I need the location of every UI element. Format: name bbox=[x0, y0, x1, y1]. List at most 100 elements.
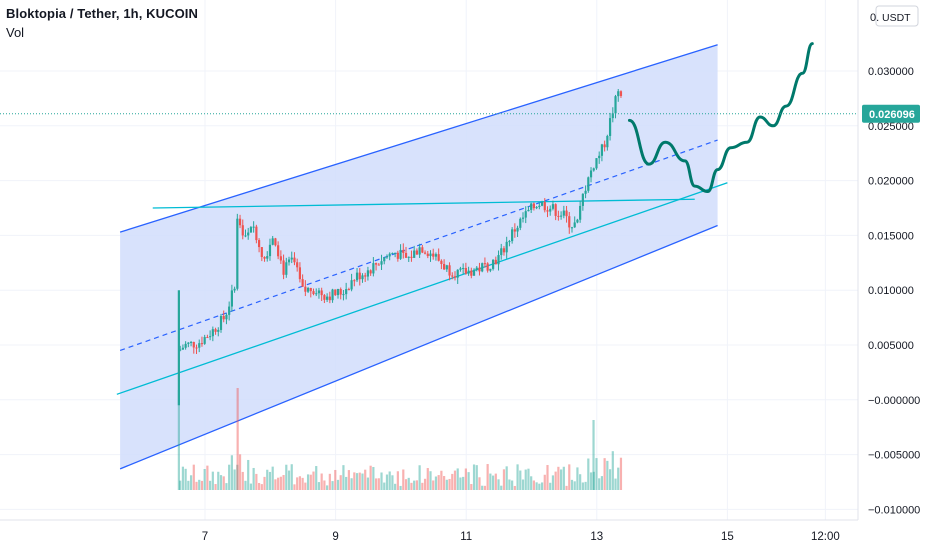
volume-bar bbox=[184, 468, 187, 490]
candle-body bbox=[554, 204, 557, 216]
candle-body bbox=[434, 254, 438, 257]
channel-lower-line[interactable] bbox=[119, 224, 718, 470]
volume-bar bbox=[573, 481, 576, 490]
price-axis[interactable]: 0.030000 0.025000 0.020000 0.015000 0.010000… bbox=[857, 0, 920, 520]
volume-bar bbox=[301, 477, 304, 490]
time-axis[interactable]: 7 9 11 13 15 12:00 bbox=[0, 519, 858, 543]
candle-body bbox=[241, 225, 244, 236]
candle-body bbox=[331, 289, 334, 301]
volume-bar bbox=[266, 469, 269, 490]
candle-body bbox=[606, 135, 609, 148]
volume-bar bbox=[385, 474, 389, 490]
volume-bar bbox=[394, 483, 397, 490]
candle-body bbox=[423, 252, 427, 254]
volume-bar bbox=[500, 485, 503, 490]
candle-body bbox=[546, 210, 549, 212]
candle-body bbox=[481, 263, 484, 272]
candle-body bbox=[222, 316, 225, 320]
candle-body bbox=[214, 329, 217, 332]
volume-bar bbox=[211, 471, 214, 490]
candle-body bbox=[598, 155, 601, 159]
channel-median-line[interactable] bbox=[119, 139, 718, 352]
candle-body bbox=[271, 238, 274, 245]
candle-body bbox=[274, 238, 277, 246]
candle-body bbox=[306, 287, 310, 292]
volume-bar bbox=[475, 465, 478, 490]
symbol-title[interactable]: Bloktopia / Tether, 1h, KUCOIN bbox=[6, 6, 199, 21]
candle-body bbox=[206, 337, 209, 339]
volume-bar bbox=[423, 478, 427, 490]
candle-body bbox=[459, 268, 462, 270]
volume-bar bbox=[505, 466, 508, 490]
trend-line[interactable] bbox=[116, 182, 728, 395]
channel-fill[interactable] bbox=[120, 44, 718, 469]
volume-bar bbox=[546, 465, 549, 490]
volume-bar bbox=[377, 478, 380, 490]
volume-bar bbox=[432, 480, 435, 490]
currency-button[interactable]: 0. USDT bbox=[870, 5, 919, 27]
chart-drawings[interactable] bbox=[116, 44, 728, 470]
candle-body bbox=[293, 257, 296, 263]
volume-bar bbox=[402, 469, 405, 490]
candle-body bbox=[489, 268, 492, 271]
candle-body bbox=[247, 232, 250, 236]
volume-bar bbox=[576, 467, 579, 490]
candle-body bbox=[464, 267, 467, 274]
volume-bar bbox=[598, 478, 601, 490]
candle-body bbox=[617, 91, 620, 97]
projection-curve[interactable] bbox=[627, 42, 814, 194]
candle-body bbox=[304, 286, 307, 292]
volume-bar bbox=[195, 481, 198, 490]
candle-body bbox=[530, 203, 533, 210]
volume-bar bbox=[551, 475, 555, 490]
volume-indicator-label[interactable]: Vol bbox=[6, 25, 25, 40]
volume-bar bbox=[342, 465, 345, 490]
time-tick-label: 7 bbox=[202, 531, 208, 543]
candle-body bbox=[467, 270, 470, 274]
candle-body bbox=[549, 208, 552, 212]
candle-body bbox=[478, 267, 481, 272]
candle-body bbox=[320, 290, 323, 296]
volume-bar bbox=[543, 474, 546, 490]
volume-bar bbox=[334, 469, 337, 490]
volume-bar bbox=[418, 465, 421, 490]
candle-body bbox=[184, 343, 187, 348]
price-tick-label: −0.010000 bbox=[868, 504, 920, 516]
volume-bar bbox=[443, 476, 446, 490]
candle-body bbox=[355, 272, 359, 281]
channel-upper-line[interactable] bbox=[119, 44, 718, 233]
candle-body bbox=[402, 249, 405, 253]
volume-bar bbox=[347, 470, 350, 490]
volume-bar bbox=[415, 480, 418, 490]
volume-bar bbox=[614, 478, 617, 490]
candle-body bbox=[179, 349, 182, 351]
candle-body bbox=[301, 279, 304, 287]
candle-body bbox=[579, 205, 582, 220]
volume-bar bbox=[260, 484, 263, 490]
volume-bar bbox=[238, 454, 242, 490]
volume-bar bbox=[562, 466, 565, 490]
candle-body bbox=[252, 226, 255, 228]
volume-bar bbox=[530, 476, 533, 490]
volume-bar bbox=[407, 477, 410, 490]
projection-path[interactable] bbox=[627, 42, 814, 194]
volume-bar bbox=[535, 482, 538, 490]
candle-body bbox=[486, 263, 489, 271]
volume-bar bbox=[181, 466, 185, 490]
candle-body bbox=[383, 257, 386, 262]
volume-bar bbox=[187, 480, 190, 490]
price-tick-label: 0.010000 bbox=[868, 285, 914, 297]
trend-line[interactable] bbox=[152, 198, 695, 209]
volume-bar bbox=[491, 475, 495, 490]
volume-bar bbox=[549, 482, 552, 490]
currency-prefix: 0. bbox=[870, 12, 879, 24]
candle-body bbox=[377, 264, 380, 266]
volume-bar bbox=[200, 480, 204, 490]
candle-body bbox=[560, 215, 563, 217]
candle-body bbox=[347, 289, 350, 291]
candle-body bbox=[209, 336, 212, 338]
candle-body bbox=[238, 218, 242, 226]
candle-body bbox=[372, 263, 375, 274]
candle-body bbox=[437, 254, 440, 261]
